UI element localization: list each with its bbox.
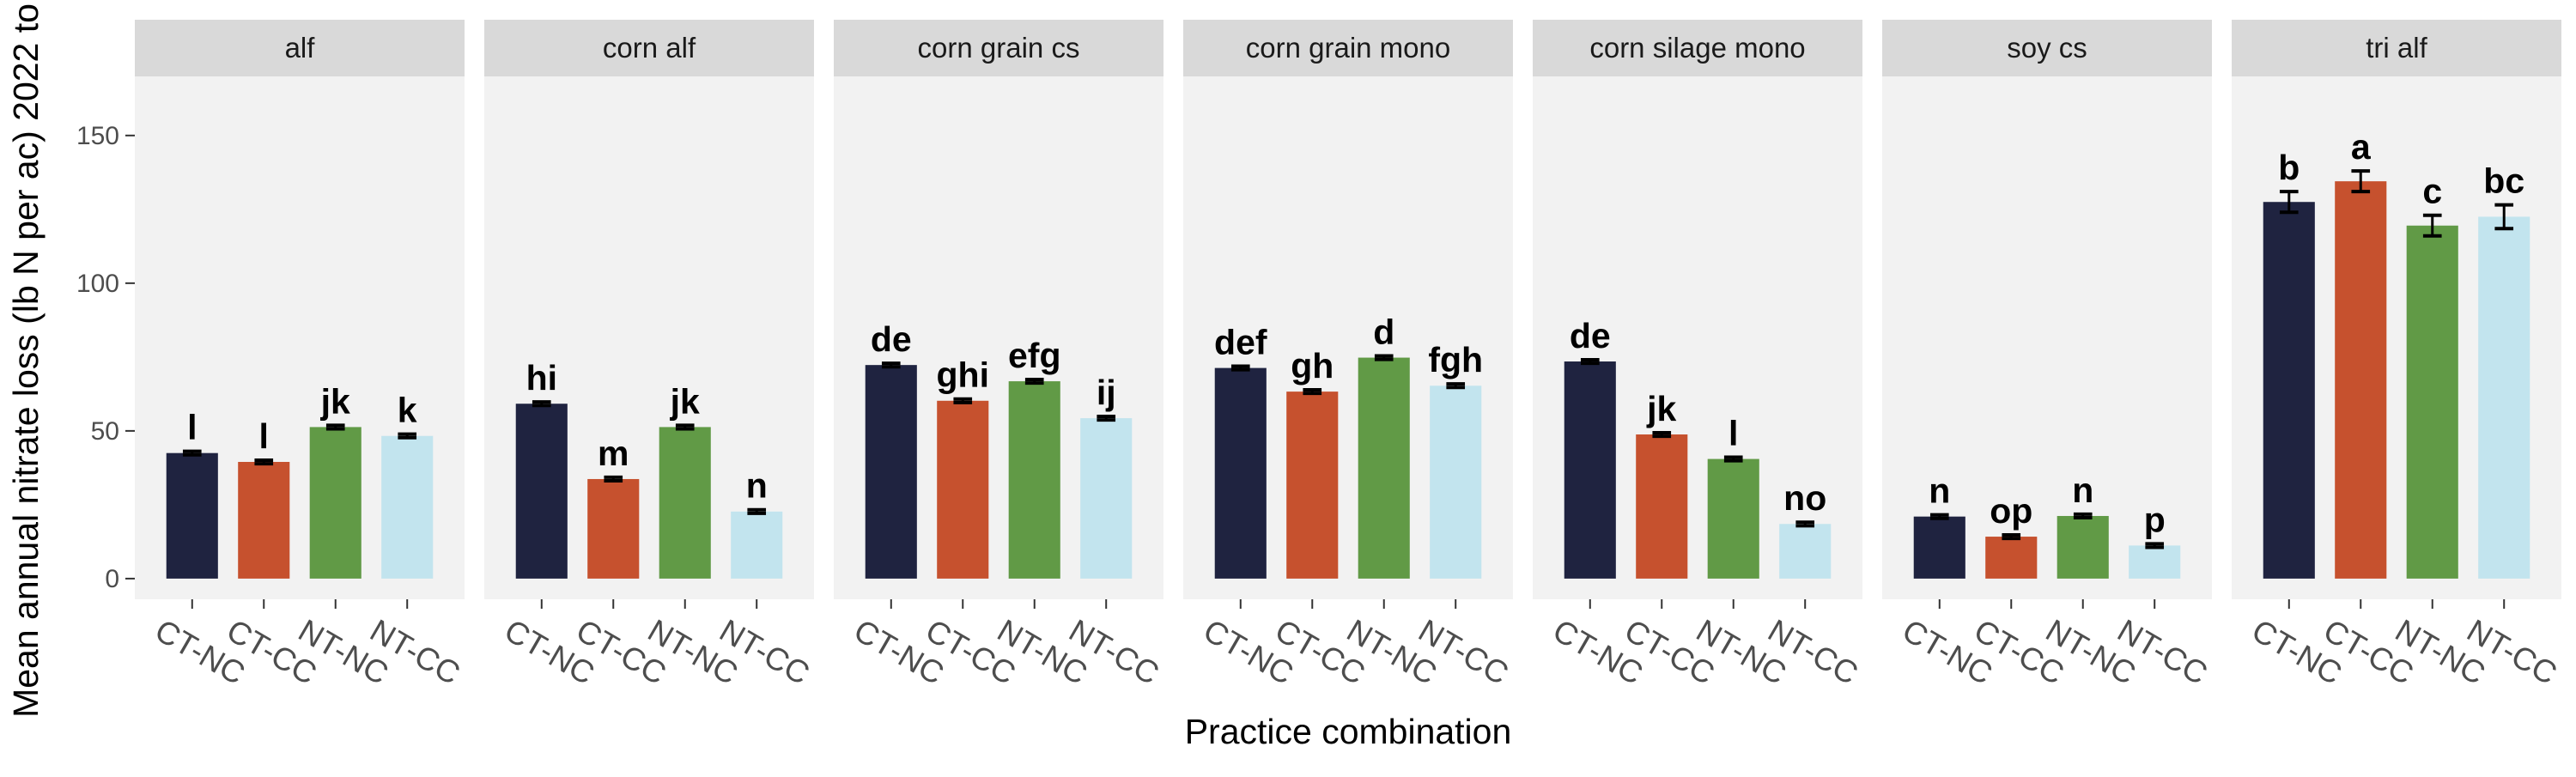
facet-strip [1882,20,2212,76]
bar [1080,418,1133,579]
facet-strip [484,20,814,76]
significance-label: ij [1097,373,1116,412]
x-axis-title: Practice combination [1185,712,1512,751]
significance-label: def [1214,323,1267,362]
facet-strip-label: tri alf [2366,32,2427,64]
bar [1430,385,1482,579]
significance-label: m [598,434,629,473]
significance-label: k [398,391,417,430]
y-tick-label: 100 [76,270,119,298]
bar [166,452,218,579]
bar [2335,181,2387,579]
bar [937,400,989,579]
bar [1358,357,1410,579]
significance-label: l [259,416,269,456]
bar [238,462,290,579]
bar [731,511,783,579]
significance-label: gh [1291,346,1334,385]
significance-label: n [1929,471,1950,511]
significance-label: jk [670,381,700,421]
bar [1008,381,1060,579]
significance-label: de [1570,316,1611,355]
y-axis-title: Mean annual nitrate loss (lb N per ac) 2… [6,3,46,718]
y-tick-label: 50 [91,417,119,446]
significance-label: c [2422,172,2442,211]
bar [309,427,361,579]
significance-label: n [746,466,768,506]
significance-label: fgh [1428,340,1483,379]
bar [865,365,917,579]
significance-label: a [2351,127,2372,167]
facet-strip-label: corn silage mono [1589,32,1805,64]
bar [1913,516,1965,579]
y-tick-label: 0 [105,565,119,593]
significance-label: op [1990,491,2032,531]
significance-label: efg [1008,336,1061,375]
significance-label: jk [1646,389,1676,428]
facet-strip [135,20,465,76]
bar [2129,545,2181,579]
bar [515,404,568,579]
bar [2263,202,2315,579]
significance-label: ghi [937,355,989,395]
bar [1214,367,1267,579]
significance-label: n [2072,470,2093,510]
panel-background [1882,76,2212,599]
facet-strip-label: corn grain mono [1246,32,1450,64]
facet-strip [834,20,1163,76]
facet-strip [1533,20,1862,76]
bar [587,478,640,579]
bar [659,427,711,579]
y-tick-label: 150 [76,122,119,150]
bar [1564,361,1616,579]
facet-strip [1183,20,1513,76]
facet-strip-label: alf [285,32,316,64]
facet-strip-label: corn grain cs [918,32,1080,64]
facet-strip [2232,20,2561,76]
significance-label: de [871,319,912,359]
bar [1286,392,1339,579]
significance-label: l [1728,414,1738,453]
significance-label: jk [320,381,350,421]
bar [2406,225,2458,579]
significance-label: no [1783,478,1826,518]
significance-label: l [187,408,197,447]
bar [2057,515,2109,579]
significance-label: bc [2483,161,2524,201]
bar [1779,524,1832,579]
significance-label: hi [526,358,557,398]
facet-strip-label: soy cs [2007,32,2087,64]
significance-label: d [1373,312,1394,351]
bar [1707,458,1759,579]
facet-strip-label: corn alf [603,32,696,64]
bar [381,435,434,579]
bar [1636,434,1688,579]
bar [1985,537,2038,579]
bar [2478,216,2530,579]
significance-label: b [2278,148,2300,187]
significance-label: p [2144,500,2166,539]
